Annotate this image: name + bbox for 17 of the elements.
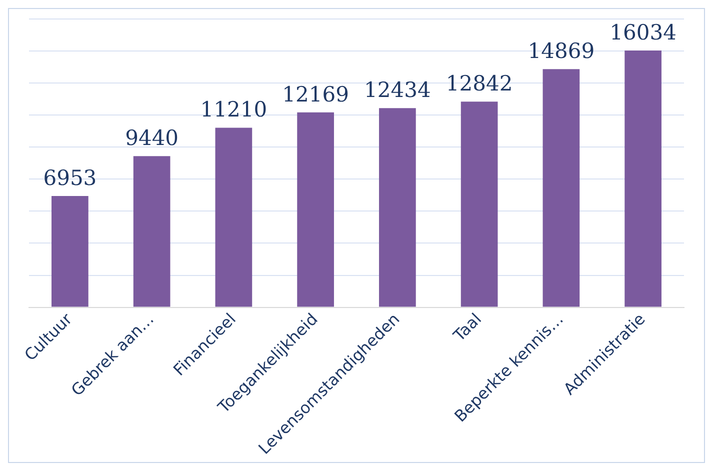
data-label: 12434 [364, 78, 431, 102]
bar [52, 196, 88, 307]
x-tick-label: Taal [448, 309, 486, 346]
data-label: 14869 [528, 39, 595, 64]
bar [215, 128, 252, 307]
data-label: 12842 [446, 72, 513, 96]
data-label: 11210 [200, 98, 268, 122]
data-label: 12169 [282, 82, 349, 106]
data-label: 9440 [125, 126, 179, 150]
bar [460, 102, 498, 307]
bar [133, 156, 170, 307]
bar [297, 112, 334, 307]
bar [379, 108, 416, 307]
data-label: 6953 [43, 166, 97, 190]
bar [542, 69, 580, 307]
bar [624, 50, 662, 307]
data-label: 16034 [610, 20, 676, 44]
